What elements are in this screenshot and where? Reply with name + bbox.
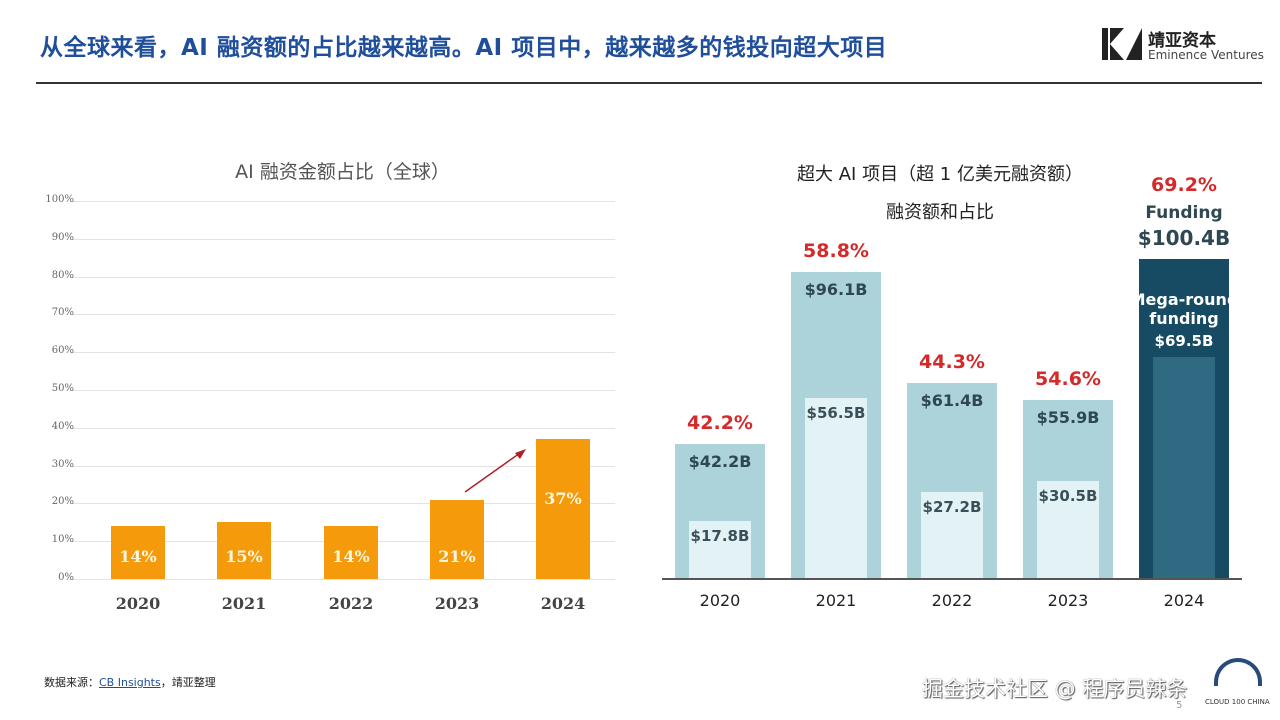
- y-tick-label: 70%: [51, 307, 74, 319]
- x-tick-label: 2022: [328, 594, 374, 613]
- bar-data-label: 14%: [332, 547, 370, 566]
- mega-bar-2020: [689, 521, 751, 578]
- gridline: [70, 238, 615, 240]
- gridline: [70, 465, 615, 467]
- x-tick-label: 2020: [699, 591, 741, 610]
- mega-round-label: Mega-round funding: [1129, 290, 1239, 328]
- page-number: 5: [1176, 700, 1183, 711]
- x-tick-label: 2024: [1163, 591, 1205, 610]
- title-divider: [36, 82, 1262, 84]
- gridline: [70, 579, 615, 580]
- mega-label: $30.5B: [1038, 487, 1098, 505]
- x-tick-label: 2023: [434, 594, 480, 613]
- mega-label: $69.5B: [1154, 332, 1214, 350]
- share-label: 58.8%: [803, 240, 869, 263]
- right-chart-title: 超大 AI 项目（超 1 亿美元融资额）: [797, 164, 1083, 185]
- total-label: $55.9B: [1036, 408, 1100, 428]
- cloud-badge: CLOUD 100 CHINA: [1205, 698, 1270, 706]
- x-tick-label: 2021: [221, 594, 267, 613]
- logo-cn: 靖亚资本: [1148, 31, 1216, 51]
- gridline: [70, 503, 615, 505]
- bar-data-label: 14%: [119, 547, 157, 566]
- y-tick-label: 0%: [58, 572, 74, 583]
- left-chart-title: AI 融资金额占比（全球）: [235, 161, 450, 183]
- mega-label: $27.2B: [922, 497, 982, 516]
- watermark: 掘金技术社区 @ 程序员辣条: [922, 677, 1188, 701]
- total-label: $96.1B: [804, 280, 868, 300]
- x-tick-label: 2023: [1047, 591, 1089, 610]
- bar-2021: [217, 522, 271, 579]
- x-tick-label: 2024: [540, 594, 586, 613]
- y-tick-label: 40%: [51, 420, 74, 432]
- source-note: 数据来源：CB Insights，靖亚整理: [44, 676, 216, 689]
- gridline: [70, 314, 615, 316]
- mega-label: $17.8B: [690, 527, 750, 546]
- gridline: [70, 390, 615, 391]
- source-link[interactable]: CB Insights: [99, 676, 161, 689]
- cloud-logo-icon: [1214, 658, 1262, 686]
- bar-2022: [324, 526, 378, 579]
- gridline: [70, 352, 615, 354]
- y-tick-label: 20%: [51, 496, 74, 508]
- x-tick-label: 2020: [115, 594, 161, 613]
- gridline: [70, 427, 615, 429]
- share-label: 69.2%: [1151, 174, 1217, 196]
- bar-data-label: 37%: [544, 489, 582, 509]
- y-tick-label: 60%: [51, 345, 74, 357]
- y-tick-label: 30%: [51, 458, 74, 470]
- trend-arrow-icon: [464, 449, 526, 493]
- x-tick-label: 2022: [931, 591, 973, 610]
- slide-title: 从全球来看，AI 融资额的占比越来越高。AI 项目中，越来越多的钱投向超大项目: [40, 35, 888, 61]
- bar-data-label: 15%: [225, 547, 263, 566]
- y-tick-label: 100%: [45, 194, 74, 205]
- y-tick-label: 10%: [51, 534, 74, 546]
- total-label: $61.4B: [920, 390, 984, 410]
- gridline: [70, 201, 615, 202]
- share-label: 44.3%: [919, 350, 985, 373]
- logo-mark-icon: [1102, 28, 1142, 60]
- y-tick-label: 50%: [51, 383, 74, 394]
- mega-label: $56.5B: [806, 404, 866, 423]
- y-tick-label: 80%: [51, 269, 74, 281]
- gridline: [70, 276, 615, 278]
- mega-bar-2023: [1037, 481, 1099, 578]
- funding-label: Funding: [1145, 203, 1223, 223]
- mega-bar-2021: [805, 398, 867, 578]
- mega-bar-2022: [921, 491, 983, 578]
- mega-bar-2024: [1153, 356, 1215, 578]
- bar-2024: [536, 439, 590, 579]
- share-label: 42.2%: [687, 411, 753, 434]
- right-chart-subtitle: 融资额和占比: [886, 202, 994, 223]
- y-tick-label: 90%: [51, 231, 74, 243]
- share-label: 54.6%: [1035, 368, 1101, 391]
- x-tick-label: 2021: [815, 591, 857, 610]
- logo-en: Eminence Ventures: [1148, 48, 1264, 62]
- bar-data-label: 21%: [438, 547, 476, 566]
- bar-2023: [430, 499, 484, 579]
- right-baseline: [662, 578, 1242, 580]
- total-label: $100.4B: [1137, 226, 1231, 250]
- total-label: $42.2B: [688, 451, 752, 471]
- bar-2020: [111, 526, 165, 579]
